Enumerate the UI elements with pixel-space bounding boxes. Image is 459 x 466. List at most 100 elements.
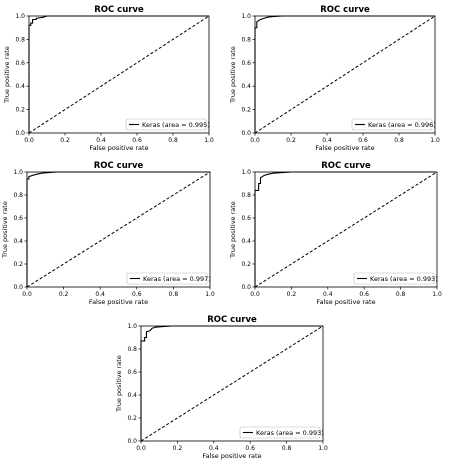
chart-title: ROC curve xyxy=(94,5,144,15)
y-tick-label: 0.4 xyxy=(127,392,137,399)
chart-title: ROC curve xyxy=(94,161,144,171)
roc-chart-1: ROC curve 0.0 0.2 0.4 0.6 0.8 1.0 0.0 0.2 0.4 0.6 0… xyxy=(3,5,214,152)
x-tick-label: 0.4 xyxy=(96,137,106,144)
y-axis-label: True positive rate xyxy=(229,46,237,104)
chance-diagonal-line xyxy=(26,171,211,288)
legend-box xyxy=(353,272,435,285)
x-tick-label: 0.4 xyxy=(323,291,333,298)
y-tick-label: 1.0 xyxy=(241,13,251,20)
y-tick-label: 0.6 xyxy=(241,60,251,67)
roc-chart-2: ROC curve 0.0 0.2 0.4 0.6 0.8 1.0 0.0 0.2 0.4 0.6 0… xyxy=(229,5,440,152)
roc-curve-line xyxy=(254,171,437,287)
y-tick-label: 0.4 xyxy=(241,83,251,90)
y-tick-label: 0.0 xyxy=(241,284,251,291)
y-tick-label: 0.2 xyxy=(241,261,251,268)
x-tick-label: 1.0 xyxy=(318,445,328,452)
y-axis-label: True positive rate xyxy=(229,201,237,259)
y-tick-label: 0.6 xyxy=(127,369,137,376)
y-tick-label: 0.0 xyxy=(15,130,25,137)
legend-label: Keras (area = 0.995) xyxy=(142,121,210,129)
y-tick-label: 0.8 xyxy=(13,192,23,199)
x-tick-label: 0.6 xyxy=(132,137,142,144)
roc-curve-line xyxy=(28,15,209,133)
y-tick-label: 1.0 xyxy=(241,169,251,176)
y-tick-label: 0.6 xyxy=(13,215,23,222)
y-axis-label: True positive rate xyxy=(115,355,123,413)
x-tick-label: 0.0 xyxy=(24,137,34,144)
roc-curve-line xyxy=(254,15,435,133)
x-axis-label: False positive rate xyxy=(315,144,374,152)
legend-box xyxy=(239,426,321,439)
roc-chart-4: ROC curve 0.0 0.2 0.4 0.6 0.8 1.0 0.0 0.2 0.4 0.6 0… xyxy=(229,161,442,306)
x-tick-label: 1.0 xyxy=(205,291,215,298)
y-tick-label: 0.0 xyxy=(13,284,23,291)
y-tick-label: 0.4 xyxy=(241,238,251,245)
x-tick-label: 0.4 xyxy=(209,445,219,452)
y-tick-label: 0.6 xyxy=(241,215,251,222)
legend-label: Keras (area = 0.993) xyxy=(256,429,324,437)
x-tick-label: 1.0 xyxy=(432,291,442,298)
x-tick-label: 0.2 xyxy=(287,291,297,298)
roc-chart-3: ROC curve 0.0 0.2 0.4 0.6 0.8 1.0 0.0 0.2 0.4 0.6 0… xyxy=(1,161,215,306)
x-axis-label: False positive rate xyxy=(316,298,375,306)
y-tick-label: 0.2 xyxy=(127,415,137,422)
y-tick-label: 0.8 xyxy=(15,36,25,43)
chance-diagonal-line xyxy=(254,15,436,134)
y-tick-label: 0.4 xyxy=(15,83,25,90)
x-tick-label: 1.0 xyxy=(204,137,214,144)
legend-box xyxy=(351,118,433,131)
x-axis-label: False positive rate xyxy=(89,144,148,152)
y-tick-label: 0.8 xyxy=(127,346,137,353)
y-axis-label: True positive rate xyxy=(1,201,9,259)
roc-curve-line xyxy=(26,171,210,287)
legend-box xyxy=(125,118,207,131)
x-tick-label: 0.2 xyxy=(173,445,183,452)
legend-label: Keras (area = 0.997) xyxy=(143,275,211,283)
x-tick-label: 0.0 xyxy=(250,137,260,144)
legend-label: Keras (area = 0.996) xyxy=(368,121,436,129)
x-axis-label: False positive rate xyxy=(89,298,148,306)
chance-diagonal-line xyxy=(254,171,438,288)
chart-title: ROC curve xyxy=(321,161,371,171)
chance-diagonal-line xyxy=(140,325,324,442)
y-tick-label: 0.2 xyxy=(13,261,23,268)
y-tick-label: 1.0 xyxy=(127,323,137,330)
y-tick-label: 0.6 xyxy=(15,60,25,67)
y-tick-label: 0.8 xyxy=(241,36,251,43)
x-tick-label: 0.8 xyxy=(282,445,292,452)
x-tick-label: 0.8 xyxy=(396,291,406,298)
x-tick-label: 0.2 xyxy=(60,137,70,144)
y-tick-label: 0.0 xyxy=(127,438,137,445)
x-tick-label: 0.6 xyxy=(132,291,142,298)
x-tick-label: 0.0 xyxy=(250,291,260,298)
x-tick-label: 0.8 xyxy=(168,137,178,144)
y-tick-label: 1.0 xyxy=(13,169,23,176)
y-tick-label: 0.0 xyxy=(241,130,251,137)
roc-curve-line xyxy=(140,325,323,441)
y-axis-label: True positive rate xyxy=(3,46,11,104)
y-tick-label: 0.2 xyxy=(15,107,25,114)
x-tick-label: 0.6 xyxy=(359,291,369,298)
x-tick-label: 0.0 xyxy=(136,445,146,452)
y-tick-label: 1.0 xyxy=(15,13,25,20)
x-axis-label: False positive rate xyxy=(202,452,261,460)
x-tick-label: 0.8 xyxy=(394,137,404,144)
chart-title: ROC curve xyxy=(207,315,257,325)
roc-chart-5: ROC curve 0.0 0.2 0.4 0.6 0.8 1.0 0.0 0.2 0.4 0.6 0… xyxy=(115,315,328,460)
x-tick-label: 0.2 xyxy=(286,137,296,144)
x-tick-label: 0.2 xyxy=(59,291,69,298)
y-tick-label: 0.2 xyxy=(241,107,251,114)
x-tick-label: 0.8 xyxy=(169,291,179,298)
chance-diagonal-line xyxy=(28,15,210,134)
x-tick-label: 1.0 xyxy=(430,137,440,144)
x-tick-label: 0.4 xyxy=(95,291,105,298)
y-tick-label: 0.8 xyxy=(241,192,251,199)
legend-label: Keras (area = 0.993) xyxy=(370,275,438,283)
x-tick-label: 0.4 xyxy=(322,137,332,144)
x-tick-label: 0.0 xyxy=(22,291,32,298)
x-tick-label: 0.6 xyxy=(358,137,368,144)
y-tick-label: 0.4 xyxy=(13,238,23,245)
legend-box xyxy=(126,272,208,285)
chart-title: ROC curve xyxy=(320,5,370,15)
